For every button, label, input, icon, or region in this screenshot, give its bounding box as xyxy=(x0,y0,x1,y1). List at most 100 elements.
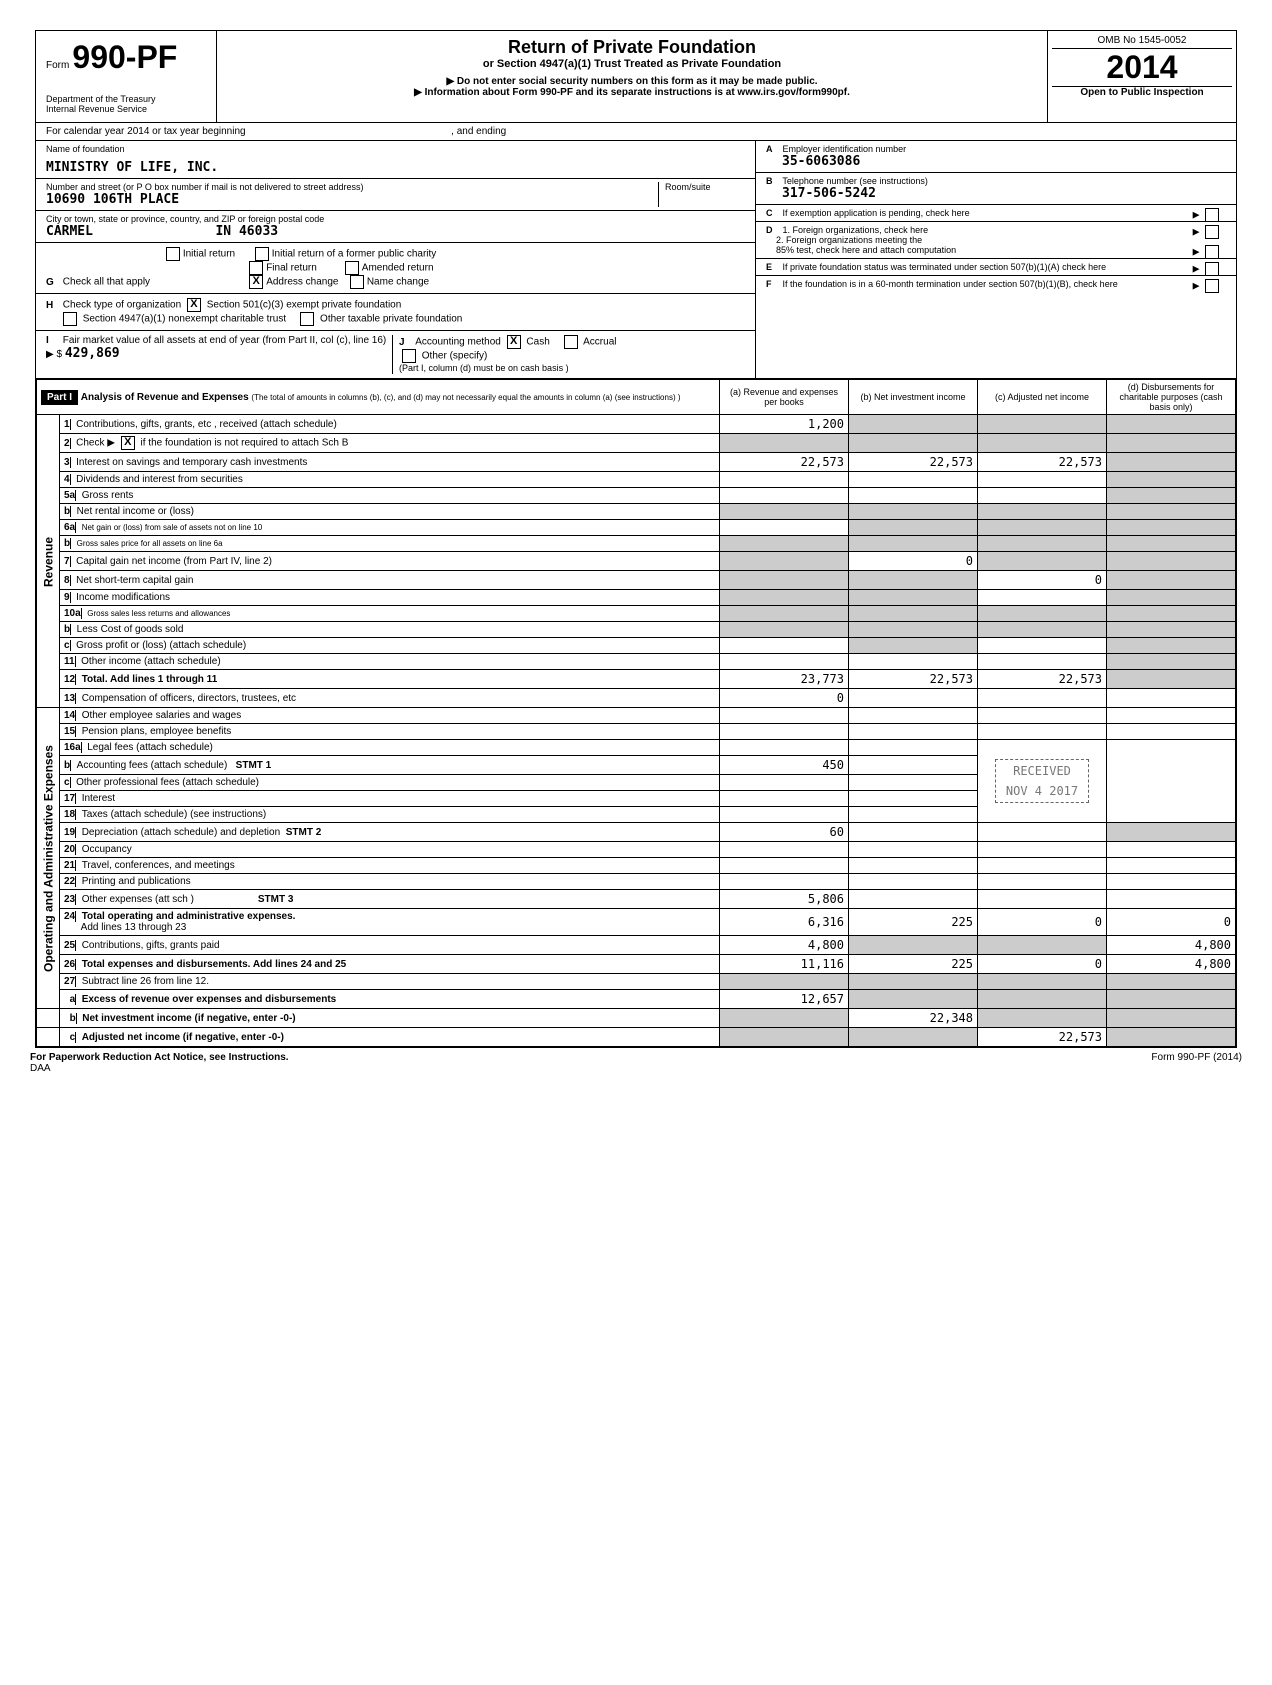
sec4947-checkbox[interactable] xyxy=(63,312,77,326)
c-checkbox[interactable] xyxy=(1205,208,1219,222)
line-8: 8 Net short-term capital gain0 xyxy=(37,571,1236,590)
g-initial: Initial return xyxy=(183,249,235,260)
dept-treasury: Department of the Treasury xyxy=(46,94,206,104)
line-16a: 16a Legal fees (attach schedule) RECEIVE… xyxy=(37,740,1236,756)
line-14: Operating and Administrative Expenses 14… xyxy=(37,708,1236,724)
g-label: G xyxy=(46,277,60,288)
line-24: 24 Total operating and administrative ex… xyxy=(37,909,1236,936)
stamp-received: RECEIVED xyxy=(1006,764,1078,778)
final-checkbox[interactable] xyxy=(249,261,263,275)
h-text: Check type of organization xyxy=(63,300,181,311)
tax-year: 2014 xyxy=(1052,49,1232,87)
section-h: H Check type of organization X Section 5… xyxy=(36,294,755,331)
part1-title: Part I xyxy=(41,390,78,405)
f-text: If the foundation is in a 60-month termi… xyxy=(783,279,1118,289)
section-g: G Check all that apply Initial return In… xyxy=(36,243,755,294)
line-25: 25 Contributions, gifts, grants paid4,80… xyxy=(37,936,1236,955)
line-11: 11 Other income (attach schedule) xyxy=(37,654,1236,670)
d2-checkbox[interactable] xyxy=(1205,245,1219,259)
expenses-vertical-label: Operating and Administrative Expenses xyxy=(37,708,60,1009)
line-7: 7 Capital gain net income (from Part IV,… xyxy=(37,552,1236,571)
other-taxable-checkbox[interactable] xyxy=(300,312,314,326)
g-text: Check all that apply xyxy=(63,277,150,288)
line-4: 4 Dividends and interest from securities xyxy=(37,472,1236,488)
line-19: 19 Depreciation (attach schedule) and de… xyxy=(37,823,1236,842)
foundation-address: 10690 106TH PLACE xyxy=(46,192,658,207)
form-subtitle: or Section 4947(a)(1) Trust Treated as P… xyxy=(223,58,1041,70)
name-row: Name of foundation MINISTRY OF LIFE, INC… xyxy=(36,141,755,179)
address-change-checkbox[interactable]: X xyxy=(249,275,263,289)
line-27c: c Adjusted net income (if negative, ente… xyxy=(37,1028,1236,1047)
line-27b: b Net investment income (if negative, en… xyxy=(37,1009,1236,1028)
f-row: F If the foundation is in a 60-month ter… xyxy=(756,276,1236,292)
part1-desc: Analysis of Revenue and Expenses xyxy=(81,392,249,403)
line-10a: 10a Gross sales less returns and allowan… xyxy=(37,606,1236,622)
d-label: D xyxy=(766,225,780,235)
e-label: E xyxy=(766,262,780,272)
h-sec501: Section 501(c)(3) exempt private foundat… xyxy=(207,300,402,311)
line-3: 3 Interest on savings and temporary cash… xyxy=(37,453,1236,472)
d1-text: 1. Foreign organizations, check here xyxy=(783,225,929,235)
right-info: A Employer identification number 35-6063… xyxy=(755,141,1236,378)
address-label: Number and street (or P O box number if … xyxy=(46,182,658,192)
form-number: 990-PF xyxy=(72,39,177,75)
form-title: Return of Private Foundation xyxy=(223,37,1041,58)
g-amended: Amended return xyxy=(362,263,434,274)
stamp-date: NOV 4 2017 xyxy=(1006,784,1078,798)
line-22: 22 Printing and publications xyxy=(37,874,1236,890)
col-d-header: (d) Disbursements for charitable purpose… xyxy=(1107,380,1236,415)
c-text: If exemption application is pending, che… xyxy=(783,208,970,218)
h-sec4947: Section 4947(a)(1) nonexempt charitable … xyxy=(83,314,286,325)
form-note1: ▶ Do not enter social security numbers o… xyxy=(223,76,1041,87)
line-15: 15 Pension plans, employee benefits xyxy=(37,724,1236,740)
line-12: 12 Total. Add lines 1 through 1123,77322… xyxy=(37,670,1236,689)
line-6b: b Gross sales price for all assets on li… xyxy=(37,536,1236,552)
daa-label: DAA xyxy=(30,1063,51,1074)
line-26: 26 Total expenses and disbursements. Add… xyxy=(37,955,1236,974)
d-row: D 1. Foreign organizations, check here ▶… xyxy=(756,222,1236,259)
foundation-state-zip: IN 46033 xyxy=(215,224,278,239)
inspection-label: Open to Public Inspection xyxy=(1052,87,1232,98)
revenue-vertical-label: Revenue xyxy=(37,415,60,708)
d1-checkbox[interactable] xyxy=(1205,225,1219,239)
line-23: 23 Other expenses (att sch ) STMT 35,806 xyxy=(37,890,1236,909)
left-info: Name of foundation MINISTRY OF LIFE, INC… xyxy=(36,141,755,378)
other-method-checkbox[interactable] xyxy=(402,349,416,363)
initial-checkbox[interactable] xyxy=(166,247,180,261)
e-checkbox[interactable] xyxy=(1205,262,1219,276)
initial-former-checkbox[interactable] xyxy=(255,247,269,261)
schb-checkbox[interactable]: X xyxy=(121,436,135,450)
j-note: (Part I, column (d) must be on cash basi… xyxy=(399,363,569,373)
g-name-change: Name change xyxy=(367,277,429,288)
info-section: Name of foundation MINISTRY OF LIFE, INC… xyxy=(36,141,1236,379)
form-number-box: Form 990-PF Department of the Treasury I… xyxy=(36,31,217,122)
form-prefix: Form xyxy=(46,60,69,71)
accrual-checkbox[interactable] xyxy=(564,335,578,349)
irs-label: Internal Revenue Service xyxy=(46,104,206,114)
title-box: Return of Private Foundation or Section … xyxy=(217,31,1047,122)
a-text: Employer identification number xyxy=(783,144,907,154)
a-label: A xyxy=(766,144,780,154)
col-b-header: (b) Net investment income xyxy=(849,380,978,415)
line-13: 13 Compensation of officers, directors, … xyxy=(37,689,1236,708)
line-10b: b Less Cost of goods sold xyxy=(37,622,1236,638)
form-note2: ▶ Information about Form 990-PF and its … xyxy=(223,87,1041,98)
f-checkbox[interactable] xyxy=(1205,279,1219,293)
cash-checkbox[interactable]: X xyxy=(507,335,521,349)
line-21: 21 Travel, conferences, and meetings xyxy=(37,858,1236,874)
f-label: F xyxy=(766,279,780,289)
col-c-header: (c) Adjusted net income xyxy=(978,380,1107,415)
d2-text: 2. Foreign organizations meeting the xyxy=(776,235,922,245)
line-2: 2 Check ▶ X if the foundation is not req… xyxy=(37,434,1236,453)
calendar-text: For calendar year 2014 or tax year begin… xyxy=(46,126,246,137)
omb-box: OMB No 1545-0052 2014 Open to Public Ins… xyxy=(1047,31,1236,122)
i-value: 429,869 xyxy=(65,346,120,361)
amended-checkbox[interactable] xyxy=(345,261,359,275)
form-ref: Form 990-PF (2014) xyxy=(1151,1052,1242,1074)
name-change-checkbox[interactable] xyxy=(350,275,364,289)
form-990pf-container: Form 990-PF Department of the Treasury I… xyxy=(35,30,1237,1048)
city-label: City or town, state or province, country… xyxy=(46,214,745,224)
sec501-checkbox[interactable]: X xyxy=(187,298,201,312)
line-5a: 5a Gross rents xyxy=(37,488,1236,504)
c-row: C If exemption application is pending, c… xyxy=(756,205,1236,222)
